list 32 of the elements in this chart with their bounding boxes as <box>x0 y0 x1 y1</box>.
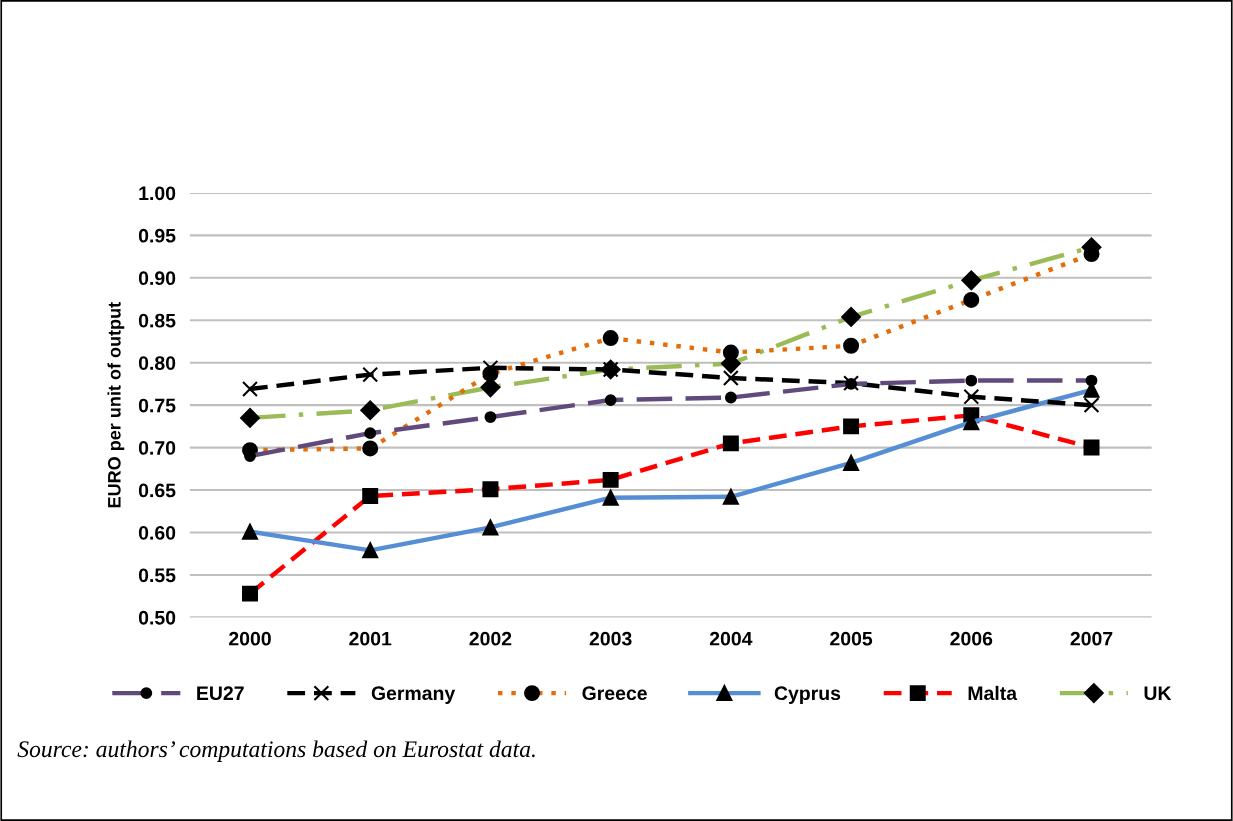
y-tick-label: 1.00 <box>139 186 176 201</box>
point <box>242 381 258 398</box>
y-tick-label: 0.85 <box>138 313 176 328</box>
legend-label: UK <box>1144 686 1172 701</box>
x-tick-label: 2007 <box>1070 631 1113 646</box>
y-tick-label: 0.95 <box>138 228 176 243</box>
y-tick-label: 0.70 <box>138 441 176 455</box>
x-tick-label: 2001 <box>349 631 392 646</box>
legend-label: Greece <box>582 686 647 701</box>
legend-label: EU27 <box>197 686 244 701</box>
x-tick-label: 2005 <box>830 631 873 646</box>
point <box>722 370 739 386</box>
y-tick-label: 0.50 <box>138 610 176 625</box>
source-note: Source: authors’ computations based on Eurostat data. <box>17 740 535 762</box>
x-tick-label: 2003 <box>589 631 632 646</box>
point <box>362 366 379 383</box>
legend-label: Malta <box>968 685 1018 701</box>
legend-label: Germany <box>371 686 456 704</box>
y-tick-label: 0.65 <box>138 483 176 498</box>
x-tick-label: 2002 <box>469 631 512 646</box>
y-tick-label: 0.55 <box>138 568 176 583</box>
y-tick-label: 0.75 <box>138 398 176 413</box>
y-tick-label: 0.90 <box>138 271 176 286</box>
legend-label: Cyprus <box>774 686 841 704</box>
point <box>963 388 980 405</box>
x-tick-label: 2004 <box>709 631 753 646</box>
y-tick-label: 0.80 <box>138 356 176 370</box>
x-tick-label: 2000 <box>229 631 271 646</box>
x-tick-label: 2006 <box>950 631 993 646</box>
y-axis-title: EURO per unit of output <box>107 302 125 508</box>
y-tick-label: 0.60 <box>138 525 176 540</box>
point <box>1083 397 1100 414</box>
